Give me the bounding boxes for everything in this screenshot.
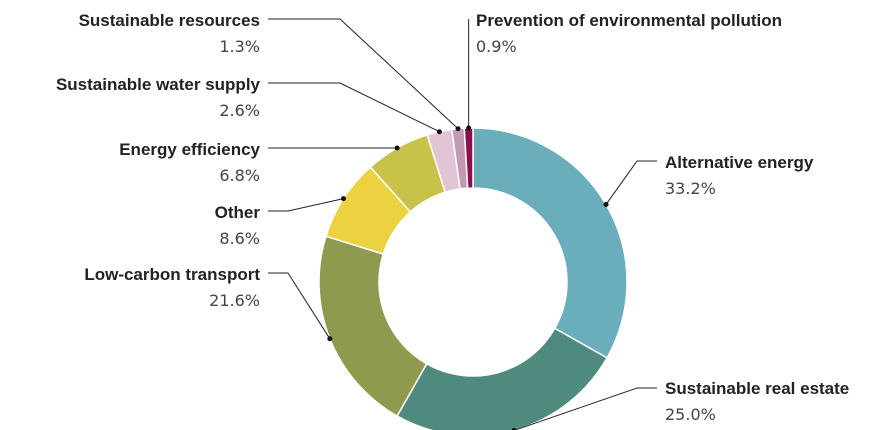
slice-sustainable-real-estate: [396, 327, 609, 430]
slice-label-sustainable-real-estate: Sustainable real estate: [665, 379, 849, 398]
leader-dot-energy-efficiency: [394, 145, 400, 151]
slice-label-energy-efficiency: Energy efficiency: [119, 140, 260, 159]
leader-dot-low-carbon-transport: [327, 336, 333, 342]
slice-value-sustainable-water-supply: 2.6%: [219, 101, 260, 120]
slice-value-prevention-of-environmental-pollution: 0.9%: [476, 37, 517, 56]
slice-label-alternative-energy: Alternative energy: [665, 153, 814, 172]
leader-line-sustainable-real-estate: [513, 387, 657, 430]
slice-label-sustainable-water-supply: Sustainable water supply: [56, 75, 261, 94]
leader-dot-sustainable-real-estate: [511, 427, 517, 430]
leader-dot-sustainable-water-supply: [436, 129, 442, 135]
slice-value-other: 8.6%: [219, 229, 260, 248]
slice-alternative-energy: [472, 127, 628, 359]
slice-value-sustainable-resources: 1.3%: [219, 37, 260, 56]
leader-dot-sustainable-resources: [455, 126, 461, 132]
slice-value-alternative-energy: 33.2%: [665, 179, 716, 198]
slice-value-energy-efficiency: 6.8%: [219, 166, 260, 185]
leader-dot-other: [340, 196, 346, 202]
donut-slices: [318, 127, 628, 430]
leader-dot-alternative-energy: [603, 201, 609, 207]
slice-label-low-carbon-transport: Low-carbon transport: [84, 265, 260, 284]
leader-line-sustainable-resources: [268, 18, 459, 130]
slice-low-carbon-transport: [318, 235, 428, 418]
leader-line-alternative-energy: [605, 160, 657, 205]
leader-lines: [268, 18, 657, 430]
slice-value-low-carbon-transport: 21.6%: [209, 291, 260, 310]
leader-line-sustainable-water-supply: [268, 82, 440, 133]
slice-label-other: Other: [215, 203, 261, 222]
leader-dot-prevention-of-environmental-pollution: [466, 125, 472, 131]
slice-value-sustainable-real-estate: 25.0%: [665, 405, 716, 424]
slice-label-sustainable-resources: Sustainable resources: [79, 11, 260, 30]
slice-labels: Alternative energy 33.2% Sustainable real …: [56, 11, 849, 424]
leader-line-low-carbon-transport: [268, 272, 331, 339]
slice-label-prevention-of-environmental-pollution: Prevention of environmental pollution: [476, 11, 782, 30]
leader-line-other: [268, 198, 344, 212]
